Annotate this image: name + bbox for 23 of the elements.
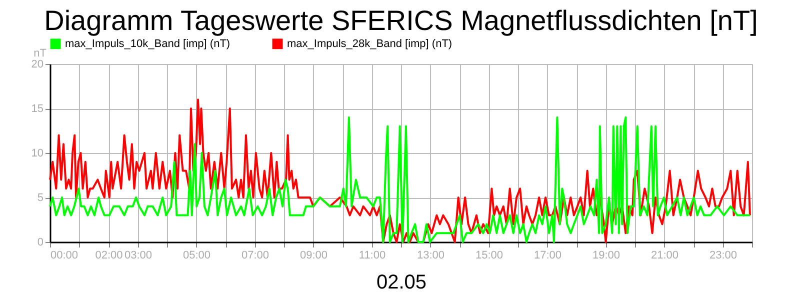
y-tick-label: 0 — [37, 236, 44, 248]
x-tick-label: 07:00 — [241, 250, 270, 262]
x-tick-label: 11:00 — [358, 250, 386, 262]
x-tick-label: 13:00 — [416, 250, 445, 262]
legend-label: max_Impuls_10k_Band [imp] (nT) — [65, 38, 230, 50]
y-tick-label: 5 — [37, 192, 44, 204]
y-tick-label: 15 — [31, 103, 44, 115]
x-tick-label: 09:00 — [300, 250, 328, 262]
x-tick-label: 15:00 — [475, 250, 504, 262]
y-tick-label: 10 — [31, 148, 44, 160]
legend-label: max_Impuls_28k_Band [imp] (nT) — [287, 38, 452, 50]
x-tick-label: 00:00 — [50, 250, 78, 262]
x-tick-label: 21:00 — [650, 250, 679, 262]
x-tick-label: 23:00 — [709, 250, 738, 262]
chart-title: Diagramm Tageswerte SFERICS Magnetflussdichten [nT] — [44, 5, 758, 36]
x-tick-label: 02:00 — [95, 250, 123, 262]
x-tick-label: 17:00 — [534, 250, 562, 262]
x-tick-label: 03:00 — [124, 250, 152, 262]
x-tick-label: 19:00 — [592, 250, 620, 262]
x-tick-label: 05:00 — [182, 250, 211, 262]
y-tick-label: 20 — [31, 58, 44, 70]
y-axis-title: nT — [34, 48, 47, 60]
x-axis-title: 02.05 — [376, 272, 427, 294]
